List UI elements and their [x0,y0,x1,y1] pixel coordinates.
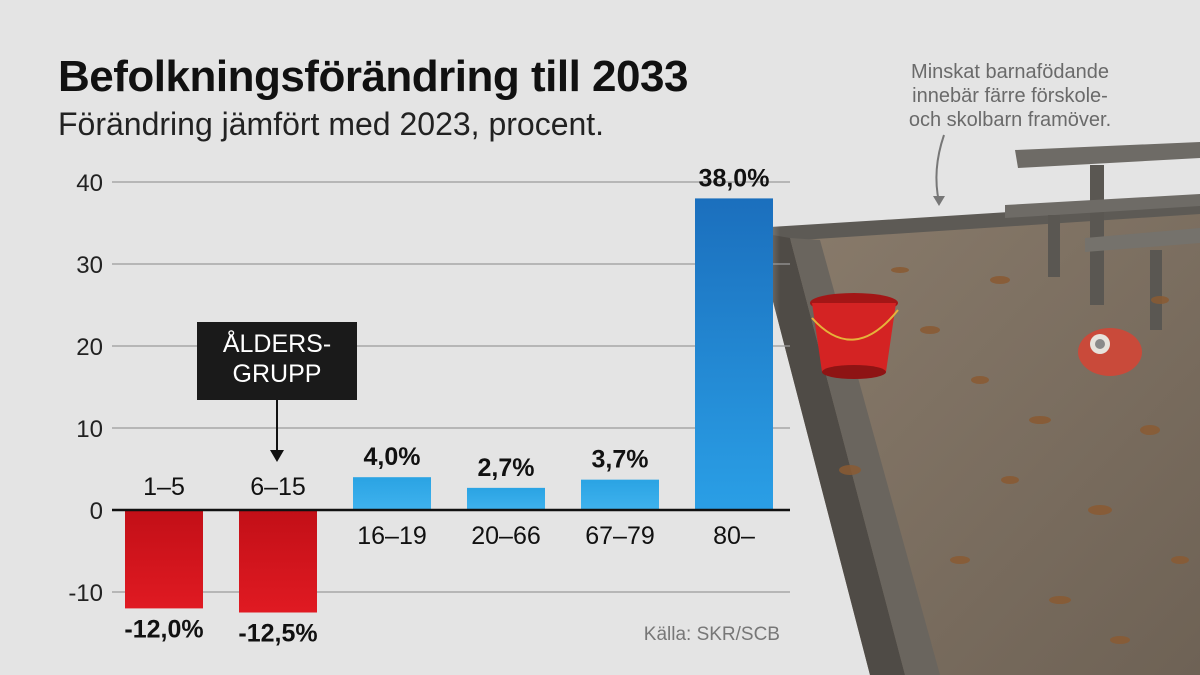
callout-line: ÅLDERS- [222,330,332,358]
category-labels: 1–5 6–15 16–19 20–66 67–79 80– [143,473,755,550]
data-label: -12,0% [124,615,203,643]
callout-arrow [270,400,284,462]
data-label: 3,7% [592,446,649,474]
y-tick-label: 20 [76,334,103,361]
bar [467,487,545,510]
annotation-line: och skolbarn framöver. [908,109,1112,131]
data-label: -12,5% [238,620,317,648]
annotation-arrow [933,134,945,206]
annotation-line: innebär färre förskole- [912,85,1108,107]
callout-line: GRUPP [232,360,322,388]
data-label: 2,7% [478,454,535,482]
data-label: 38,0% [699,164,770,192]
age-group-callout: ÅLDERS- GRUPP [197,322,357,400]
category-label: 20–66 [471,522,541,550]
bars [125,198,773,613]
category-label: 1–5 [143,473,185,501]
source-note: Källa: SKR/SCB [643,624,780,645]
bar [353,477,431,510]
y-tick-label: 30 [76,252,103,279]
y-tick-label: -10 [68,580,103,607]
category-label: 67–79 [585,522,655,550]
category-label: 16–19 [357,522,427,550]
y-tick-label: 40 [76,170,103,197]
data-labels: -12,0% -12,5% 4,0% 2,7% 3,7% 38,0% [124,164,769,647]
bar [581,479,659,510]
chart-subtitle: Förändring jämfört med 2023, procent. [58,106,605,142]
chart-title: Befolkningsförändring till 2033 [58,52,688,101]
category-label: 80– [713,522,755,550]
annotation-line: Minskat barnafödande [911,61,1109,83]
y-tick-label: 10 [76,416,103,443]
y-axis-ticks: 40 30 20 10 0 -10 [68,170,103,607]
category-label: 6–15 [250,473,306,501]
data-label: 4,0% [364,443,421,471]
bar [125,510,203,609]
y-tick-label: 0 [90,498,103,525]
bar [695,198,773,510]
bar [239,510,317,613]
photo-annotation: Minskat barnafödande innebär färre försk… [850,60,1170,132]
